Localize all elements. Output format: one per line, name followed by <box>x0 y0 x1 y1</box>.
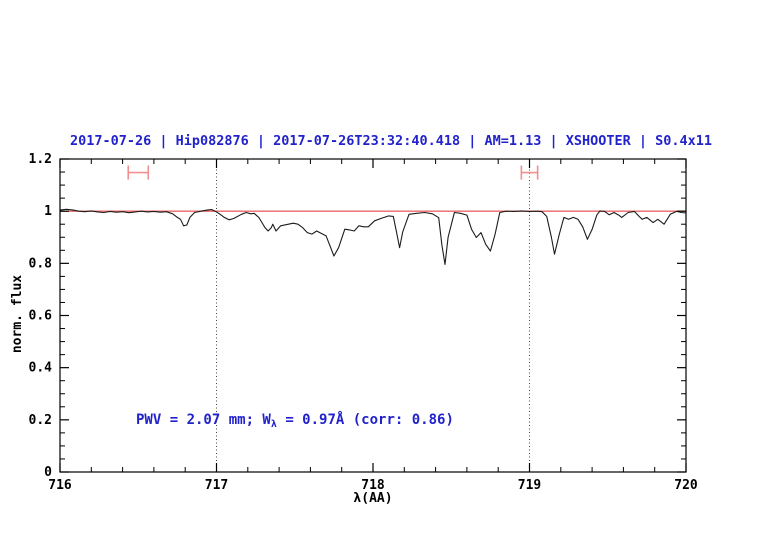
svg-text:717: 717 <box>205 478 228 493</box>
plot-title: 2017-07-26 | Hip082876 | 2017-07-26T23:3… <box>69 133 713 149</box>
svg-text:0: 0 <box>44 465 52 480</box>
svg-text:1: 1 <box>44 204 52 219</box>
svg-text:719: 719 <box>518 478 541 493</box>
svg-text:0.4: 0.4 <box>29 361 53 376</box>
pwv-annotation-subscript: λ <box>270 419 277 430</box>
x-axis-label: λ(AA) <box>353 491 393 506</box>
svg-text:0.6: 0.6 <box>29 309 53 324</box>
svg-text:0.2: 0.2 <box>29 413 52 428</box>
svg-text:1.2: 1.2 <box>29 152 52 167</box>
svg-text:720: 720 <box>674 478 698 493</box>
svg-text:716: 716 <box>48 478 72 493</box>
svg-text:718: 718 <box>361 478 385 493</box>
pwv-annotation: PWV = 2.07 mm; Wλ = 0.97Å (corr: 0.86) <box>136 412 454 430</box>
pwv-annotation-pre: PWV = 2.07 mm; W <box>136 412 271 428</box>
svg-text:0.8: 0.8 <box>29 256 53 271</box>
pwv-annotation-post: = 0.97Å (corr: 0.86) <box>276 412 454 428</box>
